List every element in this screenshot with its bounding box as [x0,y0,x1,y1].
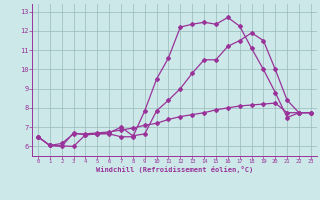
X-axis label: Windchill (Refroidissement éolien,°C): Windchill (Refroidissement éolien,°C) [96,166,253,173]
